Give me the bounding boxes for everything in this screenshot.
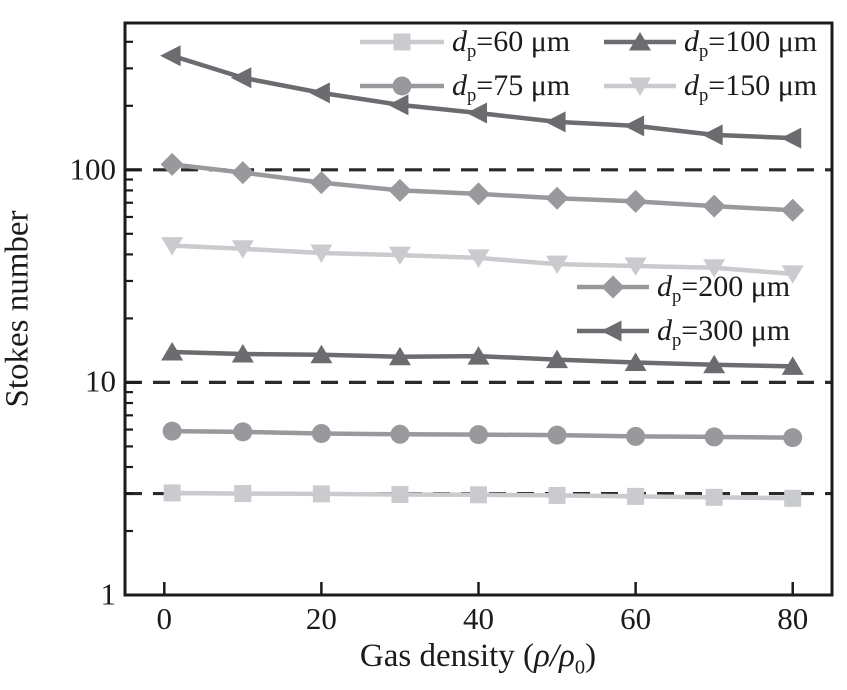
y-tick-label: 100 [69,151,117,187]
legend-item-dp-100-um: dp=100 μm [684,25,818,63]
diamond-marker-icon [781,198,805,222]
circle-marker-icon [704,427,724,447]
square-marker-icon [784,489,802,507]
circle-marker-icon [233,422,253,442]
x-axis-label-rho: ρ/ρ [534,638,575,674]
x-tick-label: 0 [156,601,173,636]
circle-marker-icon [392,76,412,96]
circle-marker-icon [311,423,331,443]
triangle-left-marker-icon [160,45,181,67]
legend-item-dp-150-um: dp=150 μm [684,69,818,107]
square-marker-icon [627,487,645,505]
triangle-left-marker-icon [466,102,487,124]
triangle-up-marker-icon [703,354,726,374]
square-marker-icon [163,484,181,502]
triangle-down-marker-icon [629,77,651,96]
square-marker-icon [391,485,409,503]
x-axis-label-suffix: ) [585,638,597,674]
triangle-down-marker-icon [546,255,569,275]
circle-marker-icon [469,425,488,445]
x-axis-label-prefix: Gas density ( [359,638,535,674]
x-tick-label: 20 [305,601,337,636]
diamond-marker-icon [545,186,569,210]
triangle-up-marker-icon [781,356,804,375]
legend-item-dp-75-um: dp=75 μm [452,69,571,107]
triangle-up-marker-icon [231,344,254,363]
circle-marker-icon [162,421,182,441]
diamond-marker-icon [467,182,490,206]
triangle-left-marker-icon [623,115,645,137]
circle-marker-icon [626,426,646,446]
diamond-marker-icon [702,194,726,218]
square-marker-icon [393,33,411,51]
triangle-left-marker-icon [230,67,252,89]
plot-border [123,21,834,597]
triangle-up-marker-icon [624,352,647,372]
triangle-down-marker-icon [388,246,411,266]
x-tick-label: 80 [777,601,809,636]
square-marker-icon [470,486,487,504]
triangle-left-marker-icon [780,127,802,149]
legend-item-dp-300-um: dp=300 μm [657,314,791,352]
triangle-up-marker-icon [388,346,411,366]
legend-item-dp-60-um: dp=60 μm [452,25,571,63]
triangle-down-marker-icon [231,240,254,259]
triangle-up-marker-icon [546,349,569,369]
triangle-up-marker-icon [161,341,184,361]
diamond-marker-icon [231,161,255,185]
square-marker-icon [705,488,723,506]
triangle-down-marker-icon [781,265,804,284]
triangle-down-marker-icon [703,259,726,278]
diamond-marker-icon [388,178,412,202]
triangle-down-marker-icon [161,237,184,256]
diamond-marker-icon [309,171,333,195]
circle-marker-icon [390,424,410,444]
y-axis-label: Stokes number [0,210,37,407]
triangle-up-marker-icon [629,32,651,51]
triangle-down-marker-icon [467,249,490,268]
triangle-up-marker-icon [467,346,490,365]
triangle-left-marker-icon [309,82,330,104]
y-tick-label: 1 [100,576,117,612]
y-axis-label-text: Stokes number [0,210,36,408]
y-tick-label: 10 [85,363,116,399]
x-axis-label: Gas density (ρ/ρ0) [360,638,596,680]
triangle-left-marker-icon [545,111,566,133]
circle-marker-icon [783,428,803,448]
x-tick-label: 40 [463,601,494,636]
diamond-marker-icon [160,152,184,176]
triangle-up-marker-icon [310,344,333,364]
legend-item-dp-200-um: dp=200 μm [657,270,791,308]
square-marker-icon [548,486,566,504]
triangle-left-marker-icon [601,320,622,342]
square-marker-icon [234,485,252,503]
triangle-down-marker-icon [624,257,647,276]
triangle-left-marker-icon [702,124,723,146]
circle-marker-icon [547,425,567,445]
diamond-marker-icon [601,275,625,299]
triangle-down-marker-icon [310,244,333,264]
diamond-marker-icon [624,189,648,213]
x-tick-label: 60 [620,601,652,636]
square-marker-icon [312,485,330,503]
triangle-left-marker-icon [387,94,409,116]
x-axis-label-sub: 0 [574,656,586,679]
